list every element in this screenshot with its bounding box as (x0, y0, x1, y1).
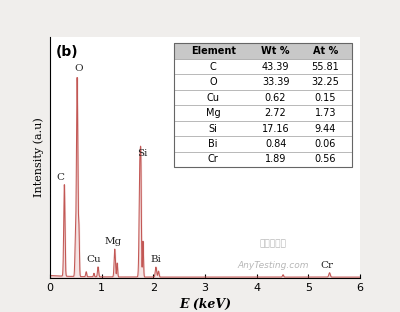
Bar (174, 105, 352, 121)
Bar (174, 136, 352, 152)
Text: 17.16: 17.16 (262, 124, 290, 134)
Text: Mg: Mg (104, 236, 122, 246)
Bar (174, 43, 352, 59)
Text: Cr: Cr (208, 154, 218, 164)
Bar (174, 59, 352, 74)
Text: 0.62: 0.62 (265, 93, 286, 103)
Text: C: C (210, 62, 216, 72)
Text: (b): (b) (56, 45, 79, 59)
Text: AnyTesting.com: AnyTesting.com (238, 261, 309, 270)
Text: Si: Si (137, 149, 147, 158)
Text: 32.25: 32.25 (312, 77, 340, 87)
Text: 33.39: 33.39 (262, 77, 289, 87)
Text: 0.56: 0.56 (315, 154, 336, 164)
Text: 1.89: 1.89 (265, 154, 286, 164)
Text: At %: At % (313, 46, 338, 56)
Text: Element: Element (191, 46, 236, 56)
Text: 9.44: 9.44 (315, 124, 336, 134)
Text: Bi: Bi (150, 255, 161, 264)
Text: Si: Si (209, 124, 218, 134)
Text: 山崡检测网: 山崡检测网 (260, 239, 287, 248)
Bar (174, 121, 352, 136)
Text: C: C (56, 173, 64, 182)
Text: 1.73: 1.73 (315, 108, 336, 118)
Text: 43.39: 43.39 (262, 62, 289, 72)
Text: 0.06: 0.06 (315, 139, 336, 149)
Text: 0.84: 0.84 (265, 139, 286, 149)
Text: Cu: Cu (207, 93, 220, 103)
Text: Wt %: Wt % (261, 46, 290, 56)
Bar (174, 74, 352, 90)
Text: O: O (210, 77, 217, 87)
Text: 0.15: 0.15 (315, 93, 336, 103)
Text: 55.81: 55.81 (312, 62, 339, 72)
Text: Mg: Mg (206, 108, 220, 118)
Text: O: O (74, 65, 83, 74)
Text: Cr: Cr (320, 261, 333, 270)
Y-axis label: Intensity (a.u): Intensity (a.u) (34, 118, 44, 197)
Bar (174, 152, 352, 167)
Text: Cu: Cu (86, 255, 101, 264)
Bar (174, 90, 352, 105)
Text: 2.72: 2.72 (265, 108, 286, 118)
X-axis label: E (keV): E (keV) (179, 298, 231, 311)
Text: Bi: Bi (208, 139, 218, 149)
